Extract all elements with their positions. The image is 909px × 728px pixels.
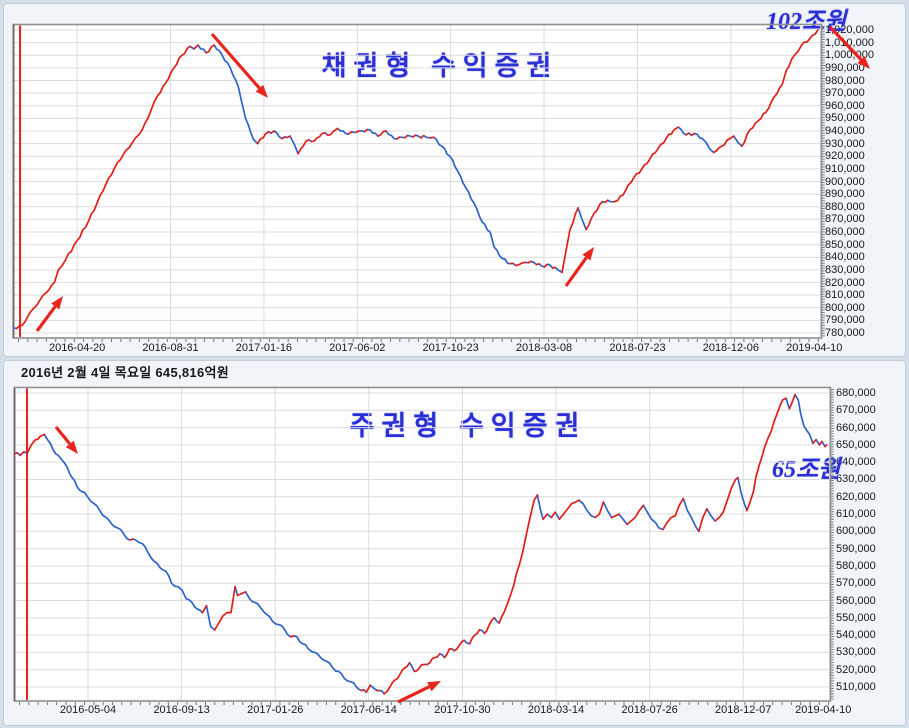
y-axis-label: 610,000 [836,508,876,521]
y-axis-label: 540,000 [836,629,876,642]
y-axis-label: 660,000 [836,421,876,434]
y-axis-label: 940,000 [825,125,865,137]
y-axis-label: 870,000 [825,213,865,226]
y-axis-label: 890,000 [825,188,865,201]
x-axis-label: 2019-04-10 [795,704,852,716]
y-axis-label: 810,000 [825,289,865,302]
y-axis-label: 570,000 [836,577,876,590]
equity-chart-title: 주권형 수익증권 [349,411,587,441]
y-axis-label: 850,000 [825,238,865,251]
y-axis-label: 650,000 [836,438,876,451]
y-axis-label: 560,000 [836,594,876,607]
y-axis-label: 630,000 [836,473,876,486]
y-axis-label: 930,000 [825,137,865,150]
x-axis-label: 2016-04-20 [48,342,106,354]
y-axis-label: 990,000 [825,61,865,74]
y-axis-label: 980,000 [825,74,865,87]
x-axis-label: 2016-09-13 [153,704,210,716]
bond-total-annotation: 102조원 [766,9,847,35]
y-axis-label: 790,000 [825,314,865,327]
x-axis-label: 2018-07-23 [609,342,666,354]
y-axis-label: 530,000 [836,646,876,659]
y-axis-label: 780,000 [825,327,865,339]
y-axis-label: 520,000 [836,663,876,676]
y-axis-label: 950,000 [825,112,865,125]
x-axis-label: 2018-03-08 [515,342,573,354]
y-axis-label: 670,000 [836,404,876,417]
y-axis-label: 830,000 [825,263,865,276]
y-axis-label: 510,000 [836,681,876,693]
equity-total-annotation: 65조원 [772,457,841,483]
y-axis-label: 840,000 [825,251,865,264]
y-axis-label: 910,000 [825,162,865,175]
y-axis-label: 1,010,000 [825,36,874,49]
y-axis-label: 640,000 [836,456,876,469]
x-axis-label: 2017-06-14 [340,704,397,716]
x-axis-label: 2017-01-26 [247,704,304,716]
x-axis-label: 2019-04-10 [786,342,843,354]
x-axis-label: 2017-10-30 [434,704,491,716]
x-axis-label: 2017-10-23 [422,342,479,354]
y-axis-label: 680,000 [836,387,876,399]
y-axis-label: 820,000 [825,276,865,289]
y-axis-label: 920,000 [825,150,865,163]
x-axis-label: 2018-07-26 [621,704,678,716]
y-axis-label: 550,000 [836,611,876,624]
x-axis-label: 2017-01-16 [235,342,293,354]
y-axis-label: 900,000 [825,175,865,188]
x-axis-label: 2016-08-31 [142,342,199,354]
x-axis-label: 2017-06-02 [329,342,386,354]
y-axis-label: 960,000 [825,99,865,112]
x-axis-label: 2016-05-04 [59,704,117,716]
x-axis-label: 2018-12-06 [702,342,759,354]
y-axis-label: 880,000 [825,200,865,213]
cursor-status-text: 2016년 2월 4일 목요일 645,816억원 [21,365,229,380]
x-axis-label: 2018-03-14 [527,704,585,716]
y-axis-label: 590,000 [836,542,876,555]
y-axis-label: 860,000 [825,226,865,238]
y-axis-label: 800,000 [825,301,865,314]
x-axis-label: 2018-12-07 [715,704,772,716]
y-axis-label: 580,000 [836,559,876,572]
y-axis-label: 1,000,000 [825,49,874,62]
y-axis-label: 620,000 [836,490,876,503]
bond-chart-title: 채권형 수익증권 [321,51,559,81]
y-axis-label: 600,000 [836,525,876,538]
y-axis-label: 970,000 [825,87,865,100]
